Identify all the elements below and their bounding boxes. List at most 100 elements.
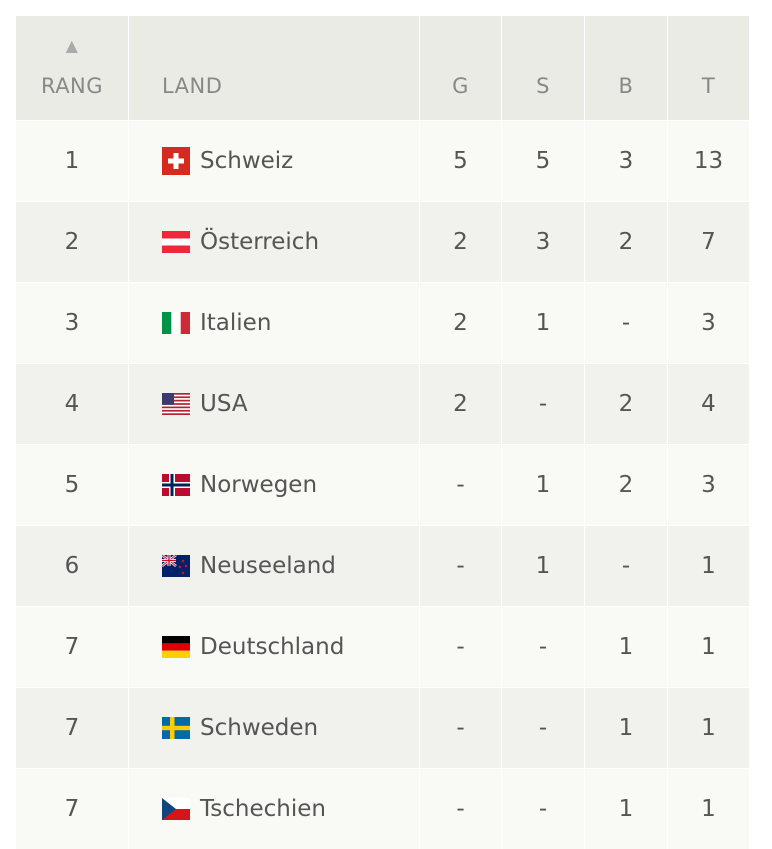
cell-text: - [538, 391, 548, 417]
cell-text: - [456, 634, 465, 660]
table-cell: 6 [16, 526, 128, 606]
cell-text: 5 [64, 472, 80, 498]
cell-text: 6 [64, 553, 80, 579]
table-cell: 2 [585, 364, 667, 444]
cell-text: 2 [618, 391, 634, 417]
table-cell: 1 [585, 769, 667, 849]
flag-icon [162, 554, 190, 577]
table-cell: 1 [668, 769, 749, 849]
cell-text: - [456, 796, 465, 822]
header-row: ▲ RANG LAND G S B T [16, 16, 749, 120]
table-cell: 1 [668, 607, 749, 687]
country-cell: Österreich [129, 202, 419, 282]
cell-text: - [538, 634, 548, 660]
table-cell: 2 [420, 364, 501, 444]
table-row: 4 USA 2 - 2 4 [16, 363, 749, 444]
table-cell: 7 [16, 769, 128, 849]
table-cell: 4 [16, 364, 128, 444]
cell-text: 3 [701, 310, 716, 336]
country-cell: USA [129, 364, 419, 444]
cell-text: 1 [701, 634, 716, 660]
header-label: T [701, 74, 716, 98]
country-name: Schweiz [200, 148, 294, 174]
header-cell[interactable]: G [420, 16, 501, 120]
cell-text: 7 [64, 796, 80, 822]
cell-text: 4 [701, 391, 716, 417]
table-row: 7 Tschechien - - 1 1 [16, 768, 749, 849]
table-cell: 7 [668, 202, 749, 282]
table-cell: 2 [585, 445, 667, 525]
table-cell: 7 [16, 607, 128, 687]
cell-text: - [538, 796, 548, 822]
country-name: Deutschland [200, 634, 345, 660]
header-label: G [452, 74, 469, 98]
table-cell: 1 [668, 688, 749, 768]
table-row: 6 Neuseeland - 1 - 1 [16, 525, 749, 606]
table-cell: 13 [668, 121, 749, 201]
country-name: Österreich [200, 229, 320, 255]
country-cell: Schweiz [129, 121, 419, 201]
table-cell: - [502, 607, 584, 687]
country-name: USA [200, 391, 248, 417]
table-cell: 1 [502, 526, 584, 606]
cell-text: 3 [701, 472, 716, 498]
header-cell[interactable]: ▲ RANG [16, 16, 128, 120]
table-cell: 7 [16, 688, 128, 768]
table-cell: 1 [585, 688, 667, 768]
cell-text: 2 [64, 229, 80, 255]
header-cell[interactable]: T [668, 16, 749, 120]
cell-text: 2 [618, 229, 634, 255]
country-cell: Italien [129, 283, 419, 363]
cell-text: 1 [618, 634, 634, 660]
table-cell: - [502, 364, 584, 444]
flag-icon [162, 312, 190, 334]
table-row: 2 Österreich 2 3 2 7 [16, 201, 749, 282]
cell-text: 1 [701, 553, 716, 579]
flag-icon [162, 147, 190, 175]
table-cell: 1 [585, 607, 667, 687]
table-cell: 2 [420, 283, 501, 363]
header-label: B [618, 74, 634, 98]
page: {"table": { "header": ["RANG", "LAND", "… [16, 16, 749, 822]
table-cell: 5 [420, 121, 501, 201]
header-cell[interactable]: LAND [129, 16, 419, 120]
cell-text: 7 [701, 229, 716, 255]
country-cell: Norwegen [129, 445, 419, 525]
table-cell: - [585, 526, 667, 606]
table-cell: - [420, 607, 501, 687]
cell-text: 13 [693, 148, 724, 174]
header-cell[interactable]: S [502, 16, 584, 120]
country-name: Italien [200, 310, 272, 336]
country-name: Tschechien [200, 796, 326, 822]
cell-text: 3 [64, 310, 80, 336]
header-cell[interactable]: B [585, 16, 667, 120]
table-cell: 3 [668, 283, 749, 363]
table-cell: 1 [502, 283, 584, 363]
cell-text: 3 [618, 148, 634, 174]
header-label: S [536, 74, 550, 98]
cell-text: 2 [453, 391, 468, 417]
table-cell: 3 [16, 283, 128, 363]
cell-text: 1 [535, 553, 551, 579]
flag-icon [162, 231, 190, 253]
table-cell: 3 [585, 121, 667, 201]
cell-text: - [456, 715, 465, 741]
header-label: RANG [40, 74, 104, 98]
cell-text: - [621, 553, 631, 579]
cell-text: - [456, 553, 465, 579]
country-name: Neuseeland [200, 553, 336, 579]
table-cell: 2 [16, 202, 128, 282]
cell-text: 3 [535, 229, 551, 255]
flag-icon [162, 636, 190, 658]
cell-text: - [538, 715, 548, 741]
cell-text: 1 [535, 310, 551, 336]
cell-text: 1 [701, 715, 716, 741]
cell-text: 5 [535, 148, 551, 174]
table-row: 7 Deutschland - - 1 1 [16, 606, 749, 687]
cell-text: 2 [618, 472, 634, 498]
cell-text: 4 [64, 391, 80, 417]
table-cell: 1 [668, 526, 749, 606]
table-cell: 2 [420, 202, 501, 282]
cell-text: 1 [535, 472, 551, 498]
table-row: 1 Schweiz 5 5 3 13 [16, 120, 749, 201]
